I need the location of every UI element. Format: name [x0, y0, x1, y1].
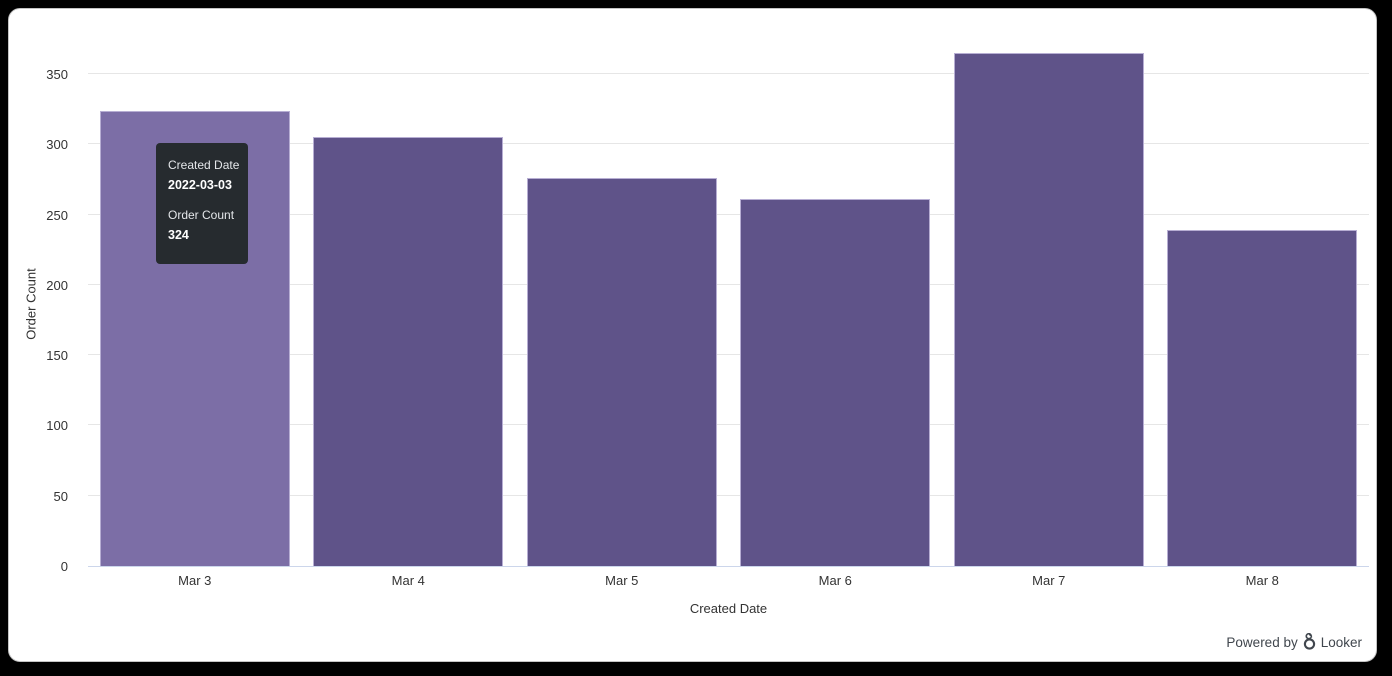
y-tick-label: 200 [46, 277, 68, 293]
y-tick-label: 350 [46, 67, 68, 83]
gridline-y-200 [88, 283, 1369, 285]
y-tick-label: 0 [60, 559, 68, 574]
gridline-y-350 [88, 73, 1369, 75]
x-tick-label: Mar 7 [1032, 573, 1066, 588]
y-tick-label: 300 [46, 137, 68, 153]
gridline-y-300 [88, 143, 1369, 145]
visualization-card: Order Count 0 50 100 150 200 250 300 350 Create… [8, 8, 1377, 662]
plot-area: Created Date 2022-03-03 Order Count 324 [88, 39, 1369, 567]
x-tick-label: Mar 4 [391, 573, 425, 588]
y-tick-label: 150 [46, 348, 68, 364]
x-axis-title: Created Date [689, 601, 768, 616]
bar-mar-4[interactable] [313, 137, 504, 566]
x-tick-label: Mar 3 [178, 573, 212, 588]
y-tick-label: 100 [46, 418, 68, 434]
tooltip-dimension-label: Created Date [168, 158, 240, 172]
gridline-y-150 [88, 354, 1369, 356]
bar-mar-7[interactable] [953, 53, 1144, 566]
gridline-y-250 [88, 213, 1369, 215]
tooltip-spacer [168, 195, 236, 206]
y-tick-label: 50 [53, 488, 68, 504]
y-axis-labels: 0 50 100 150 200 250 300 350 [9, 39, 78, 574]
column-chart: Order Count 0 50 100 150 200 250 300 350 Create… [9, 9, 1376, 661]
gridline-y-50 [88, 494, 1369, 496]
brand-text: Looker [1320, 634, 1362, 650]
gridline-y-100 [88, 424, 1369, 426]
powered-by-looker-link[interactable]: Powered by Looker [1226, 632, 1362, 651]
bar-mar-5[interactable] [526, 178, 717, 566]
bar-mar-6[interactable] [740, 199, 931, 566]
tooltip-measure-value: 324 [168, 228, 189, 242]
looker-logo-icon [1302, 632, 1317, 651]
bar-mar-8[interactable] [1167, 230, 1358, 566]
x-tick-label: Mar 8 [1245, 573, 1279, 588]
x-tick-label: Mar 5 [605, 573, 639, 588]
powered-by-text: Powered by [1226, 634, 1298, 650]
tooltip-dimension-value: 2022-03-03 [168, 178, 232, 192]
x-axis-labels: Mar 3 Mar 4 Mar 5 Mar 6 Mar 7 Mar 8 [88, 573, 1369, 589]
y-tick-label: 250 [46, 207, 68, 223]
tooltip-measure-label: Order Count [168, 208, 235, 222]
x-tick-label: Mar 6 [818, 573, 852, 588]
tooltip: Created Date 2022-03-03 Order Count 324 [156, 143, 248, 264]
